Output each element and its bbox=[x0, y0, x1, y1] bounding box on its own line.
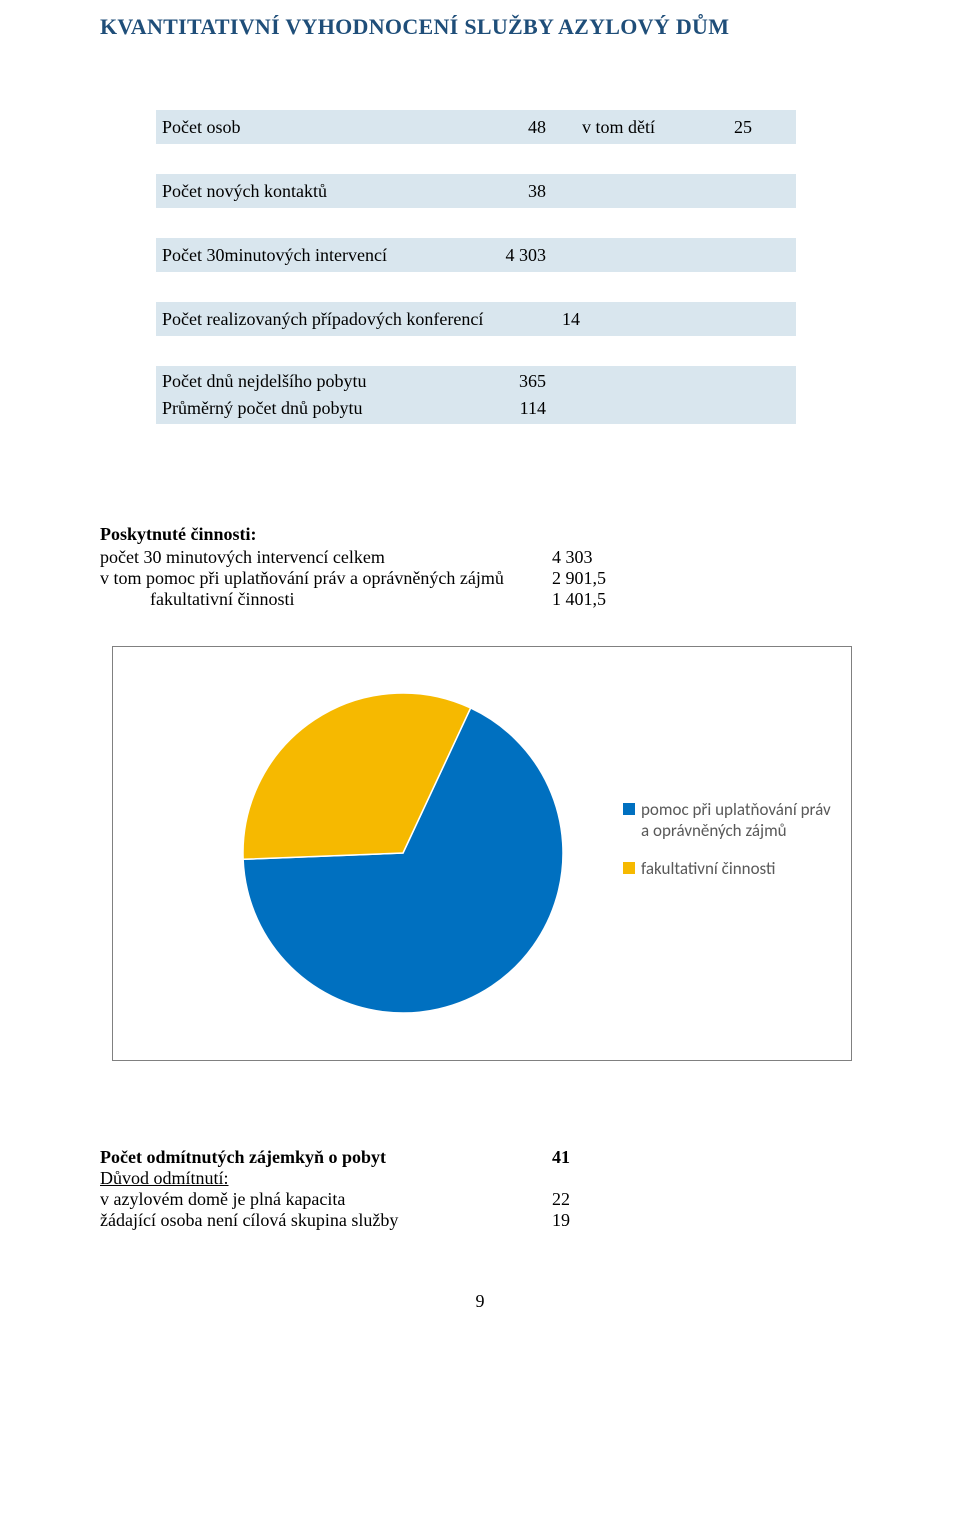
stat-value: 114 bbox=[492, 398, 562, 419]
stat-value: 4 303 bbox=[492, 245, 562, 266]
rejected-label: Počet odmítnutých zájemkyň o pobyt bbox=[100, 1147, 552, 1168]
footer-stats: Počet odmítnutých zájemkyň o pobyt 41 Dů… bbox=[100, 1147, 860, 1231]
table-row: Počet nových kontaktů 38 bbox=[156, 174, 796, 208]
legend-item: pomoc při uplatňování práv a oprávněných… bbox=[623, 799, 831, 842]
activities-list: počet 30 minutových intervencí celkem 4 … bbox=[100, 547, 860, 610]
reason-value: 19 bbox=[552, 1210, 632, 1231]
reason-heading: Důvod odmítnutí: bbox=[100, 1168, 552, 1189]
stat-label: Počet dnů nejdelšího pobytu bbox=[162, 371, 492, 392]
reason-label: v azylovém domě je plná kapacita bbox=[100, 1189, 552, 1210]
activity-value: 2 901,5 bbox=[552, 568, 642, 589]
rejected-value: 41 bbox=[552, 1147, 632, 1168]
activity-label: v tom pomoc při uplatňování práv a opráv… bbox=[100, 568, 552, 589]
stat-value: 365 bbox=[492, 371, 562, 392]
pie-graphic bbox=[243, 693, 563, 1018]
stat-value: 48 bbox=[492, 117, 562, 138]
table-row: Počet dnů nejdelšího pobytu 365 Průměrný… bbox=[156, 366, 796, 424]
legend-item: fakultativní činnosti bbox=[623, 858, 831, 879]
page-number: 9 bbox=[100, 1291, 860, 1312]
stat-value: 14 bbox=[562, 309, 578, 330]
stat-label: Počet osob bbox=[162, 117, 492, 138]
table-row: Počet osob 48 v tom dětí 25 bbox=[156, 110, 796, 144]
legend-label: pomoc při uplatňování práv a oprávněných… bbox=[641, 799, 831, 842]
stat-extra-label: v tom dětí bbox=[562, 117, 702, 138]
activities-heading: Poskytnuté činnosti: bbox=[100, 524, 860, 545]
table-row: Počet realizovaných případových konferen… bbox=[156, 302, 796, 336]
reason-value: 22 bbox=[552, 1189, 632, 1210]
stat-value: 38 bbox=[492, 181, 562, 202]
chart-legend: pomoc při uplatňování práv a oprávněných… bbox=[623, 799, 831, 895]
table-row: Počet 30minutových intervencí 4 303 bbox=[156, 238, 796, 272]
stats-table: Počet osob 48 v tom dětí 25 Počet nových… bbox=[156, 110, 796, 454]
stat-label: Průměrný počet dnů pobytu bbox=[162, 398, 492, 419]
activity-value: 1 401,5 bbox=[552, 589, 642, 610]
stat-label: Počet nových kontaktů bbox=[162, 181, 492, 202]
activity-label: počet 30 minutových intervencí celkem bbox=[100, 547, 552, 568]
legend-swatch bbox=[623, 862, 635, 874]
stat-extra-value: 25 bbox=[702, 117, 752, 138]
reason-label: žádající osoba není cílová skupina služb… bbox=[100, 1210, 552, 1231]
pie-chart: pomoc při uplatňování práv a oprávněných… bbox=[112, 646, 852, 1061]
legend-swatch bbox=[623, 803, 635, 815]
stat-label: Počet 30minutových intervencí bbox=[162, 245, 492, 266]
stat-label: Počet realizovaných případových konferen… bbox=[162, 309, 562, 330]
activity-label: fakultativní činnosti bbox=[100, 589, 552, 610]
activity-value: 4 303 bbox=[552, 547, 642, 568]
page-title: KVANTITATIVNÍ VYHODNOCENÍ SLUŽBY AZYLOVÝ… bbox=[100, 14, 860, 40]
legend-label: fakultativní činnosti bbox=[641, 858, 776, 879]
